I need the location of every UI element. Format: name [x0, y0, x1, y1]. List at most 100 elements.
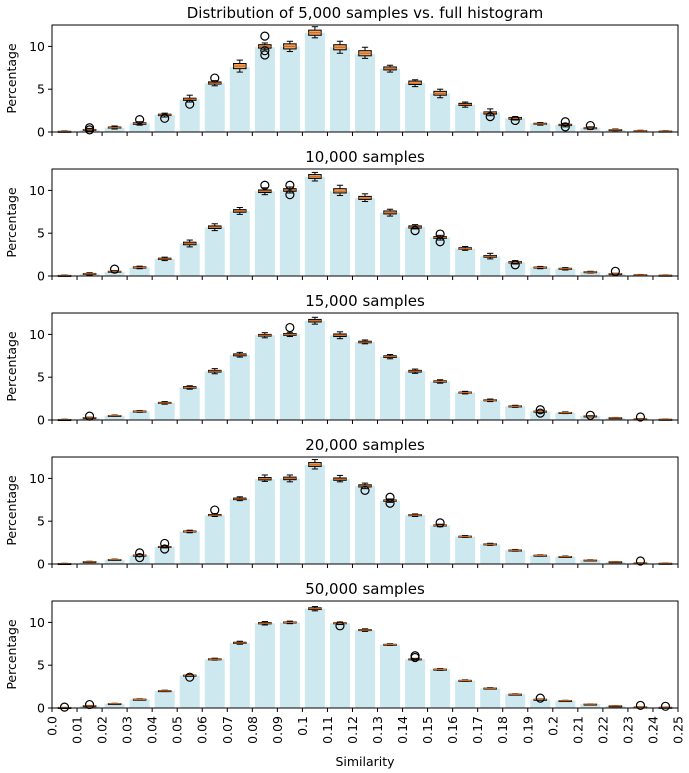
panel-title: 20,000 samples [305, 436, 425, 454]
histogram-bar [179, 243, 200, 276]
y-axis-label: Percentage [4, 619, 19, 690]
y-axis-label: Percentage [4, 43, 19, 114]
outlier-point [160, 544, 170, 554]
histogram-bar [329, 191, 350, 276]
outlier-point [135, 114, 145, 125]
histogram-bar [480, 400, 501, 420]
panel-title: Distribution of 5,000 samples vs. full h… [187, 4, 544, 22]
x-tick-label: 0.1 [295, 716, 310, 736]
histogram-bar [254, 335, 275, 420]
outlier-point [84, 699, 95, 710]
outlier-point [410, 652, 420, 663]
outlier-point [260, 50, 270, 60]
histogram-bar [430, 93, 451, 132]
histogram-bar [104, 127, 125, 132]
outlier-point [485, 111, 495, 122]
histogram-bar [304, 32, 325, 133]
histogram-bar [530, 267, 551, 276]
histogram-bar [380, 212, 401, 276]
histogram-bar [279, 46, 300, 132]
histogram-bar [229, 66, 250, 132]
histogram-bar [455, 392, 476, 420]
outlier-point [610, 266, 621, 276]
x-tick-label: 0.15 [420, 716, 435, 744]
axes-frame [51, 312, 679, 421]
histogram-bar [229, 498, 250, 564]
outlier-point [185, 672, 195, 682]
histogram-bar [580, 416, 601, 420]
histogram-bar [555, 700, 576, 708]
histogram-bar [455, 104, 476, 132]
histogram-bar [104, 271, 125, 276]
outlier-point [535, 405, 545, 415]
histogram-bar [555, 556, 576, 564]
histogram-bar [555, 412, 576, 420]
x-tick-label: 0.23 [620, 716, 635, 744]
x-tick-label: 0.09 [270, 716, 285, 744]
histogram-bar [354, 198, 376, 276]
y-tick-label: 10 [29, 183, 45, 198]
histogram-bar [430, 381, 451, 420]
panel-title: 15,000 samples [305, 292, 425, 310]
outlier-point [160, 538, 170, 549]
histogram-bar [329, 335, 350, 420]
histogram-bar [354, 342, 376, 420]
histogram-bar [279, 478, 300, 564]
outlier-point [435, 237, 445, 247]
histogram-bar [354, 486, 376, 564]
x-tick-label: 0.14 [395, 716, 410, 744]
outlier-point [135, 552, 145, 563]
histogram-bar [455, 680, 476, 708]
outlier-point [585, 410, 595, 420]
histogram-bar [304, 176, 325, 276]
histogram-bar [204, 371, 225, 420]
histogram-bar [154, 690, 175, 708]
histogram-bar [555, 124, 576, 132]
axes-frame [51, 600, 679, 709]
outlier-point [135, 548, 145, 558]
y-tick-label: 0 [37, 557, 45, 572]
x-axis-label: Similarity [335, 754, 395, 769]
outlier-point [385, 492, 395, 502]
histogram-bar [279, 190, 300, 276]
histogram-bar [354, 54, 376, 132]
histogram-bar [129, 267, 150, 276]
y-axis-label: Percentage [4, 331, 19, 402]
outlier-point [510, 260, 520, 270]
histogram-bar [129, 699, 150, 708]
histogram-bar [154, 258, 175, 276]
x-tick-label: 0.06 [195, 716, 210, 744]
x-tick-label: 0.0 [45, 716, 60, 736]
outlier-point [335, 621, 345, 631]
x-tick-label: 0.11 [320, 716, 335, 744]
histogram-bar [480, 256, 501, 276]
outlier-point [660, 701, 671, 711]
y-tick-label: 5 [37, 658, 45, 673]
outlier-point [560, 117, 570, 127]
histogram-bar [505, 550, 526, 564]
x-tick-label: 0.12 [345, 716, 360, 744]
outlier-point [285, 180, 295, 190]
y-tick-label: 10 [29, 327, 45, 342]
outlier-point [84, 125, 95, 135]
y-tick-label: 10 [29, 615, 45, 630]
outlier-point [59, 702, 70, 712]
outlier-point [285, 322, 295, 333]
histogram-bar [380, 500, 401, 564]
histogram-bar [580, 272, 601, 276]
x-tick-label: 0.13 [370, 716, 385, 744]
histogram-bar [304, 320, 325, 420]
histogram-bar [480, 688, 501, 708]
outlier-point [109, 264, 120, 274]
y-tick-label: 5 [37, 514, 45, 529]
histogram-bar [380, 356, 401, 420]
outlier-point [560, 122, 570, 132]
outlier-point [435, 518, 445, 528]
histogram-bar [405, 515, 426, 564]
panel-title: 10,000 samples [305, 148, 425, 166]
histogram-bar [204, 83, 225, 132]
x-tick-label: 0.22 [595, 716, 610, 744]
histogram-bar [505, 118, 526, 132]
x-tick-label: 0.19 [520, 716, 535, 744]
x-tick-label: 0.01 [70, 716, 85, 744]
